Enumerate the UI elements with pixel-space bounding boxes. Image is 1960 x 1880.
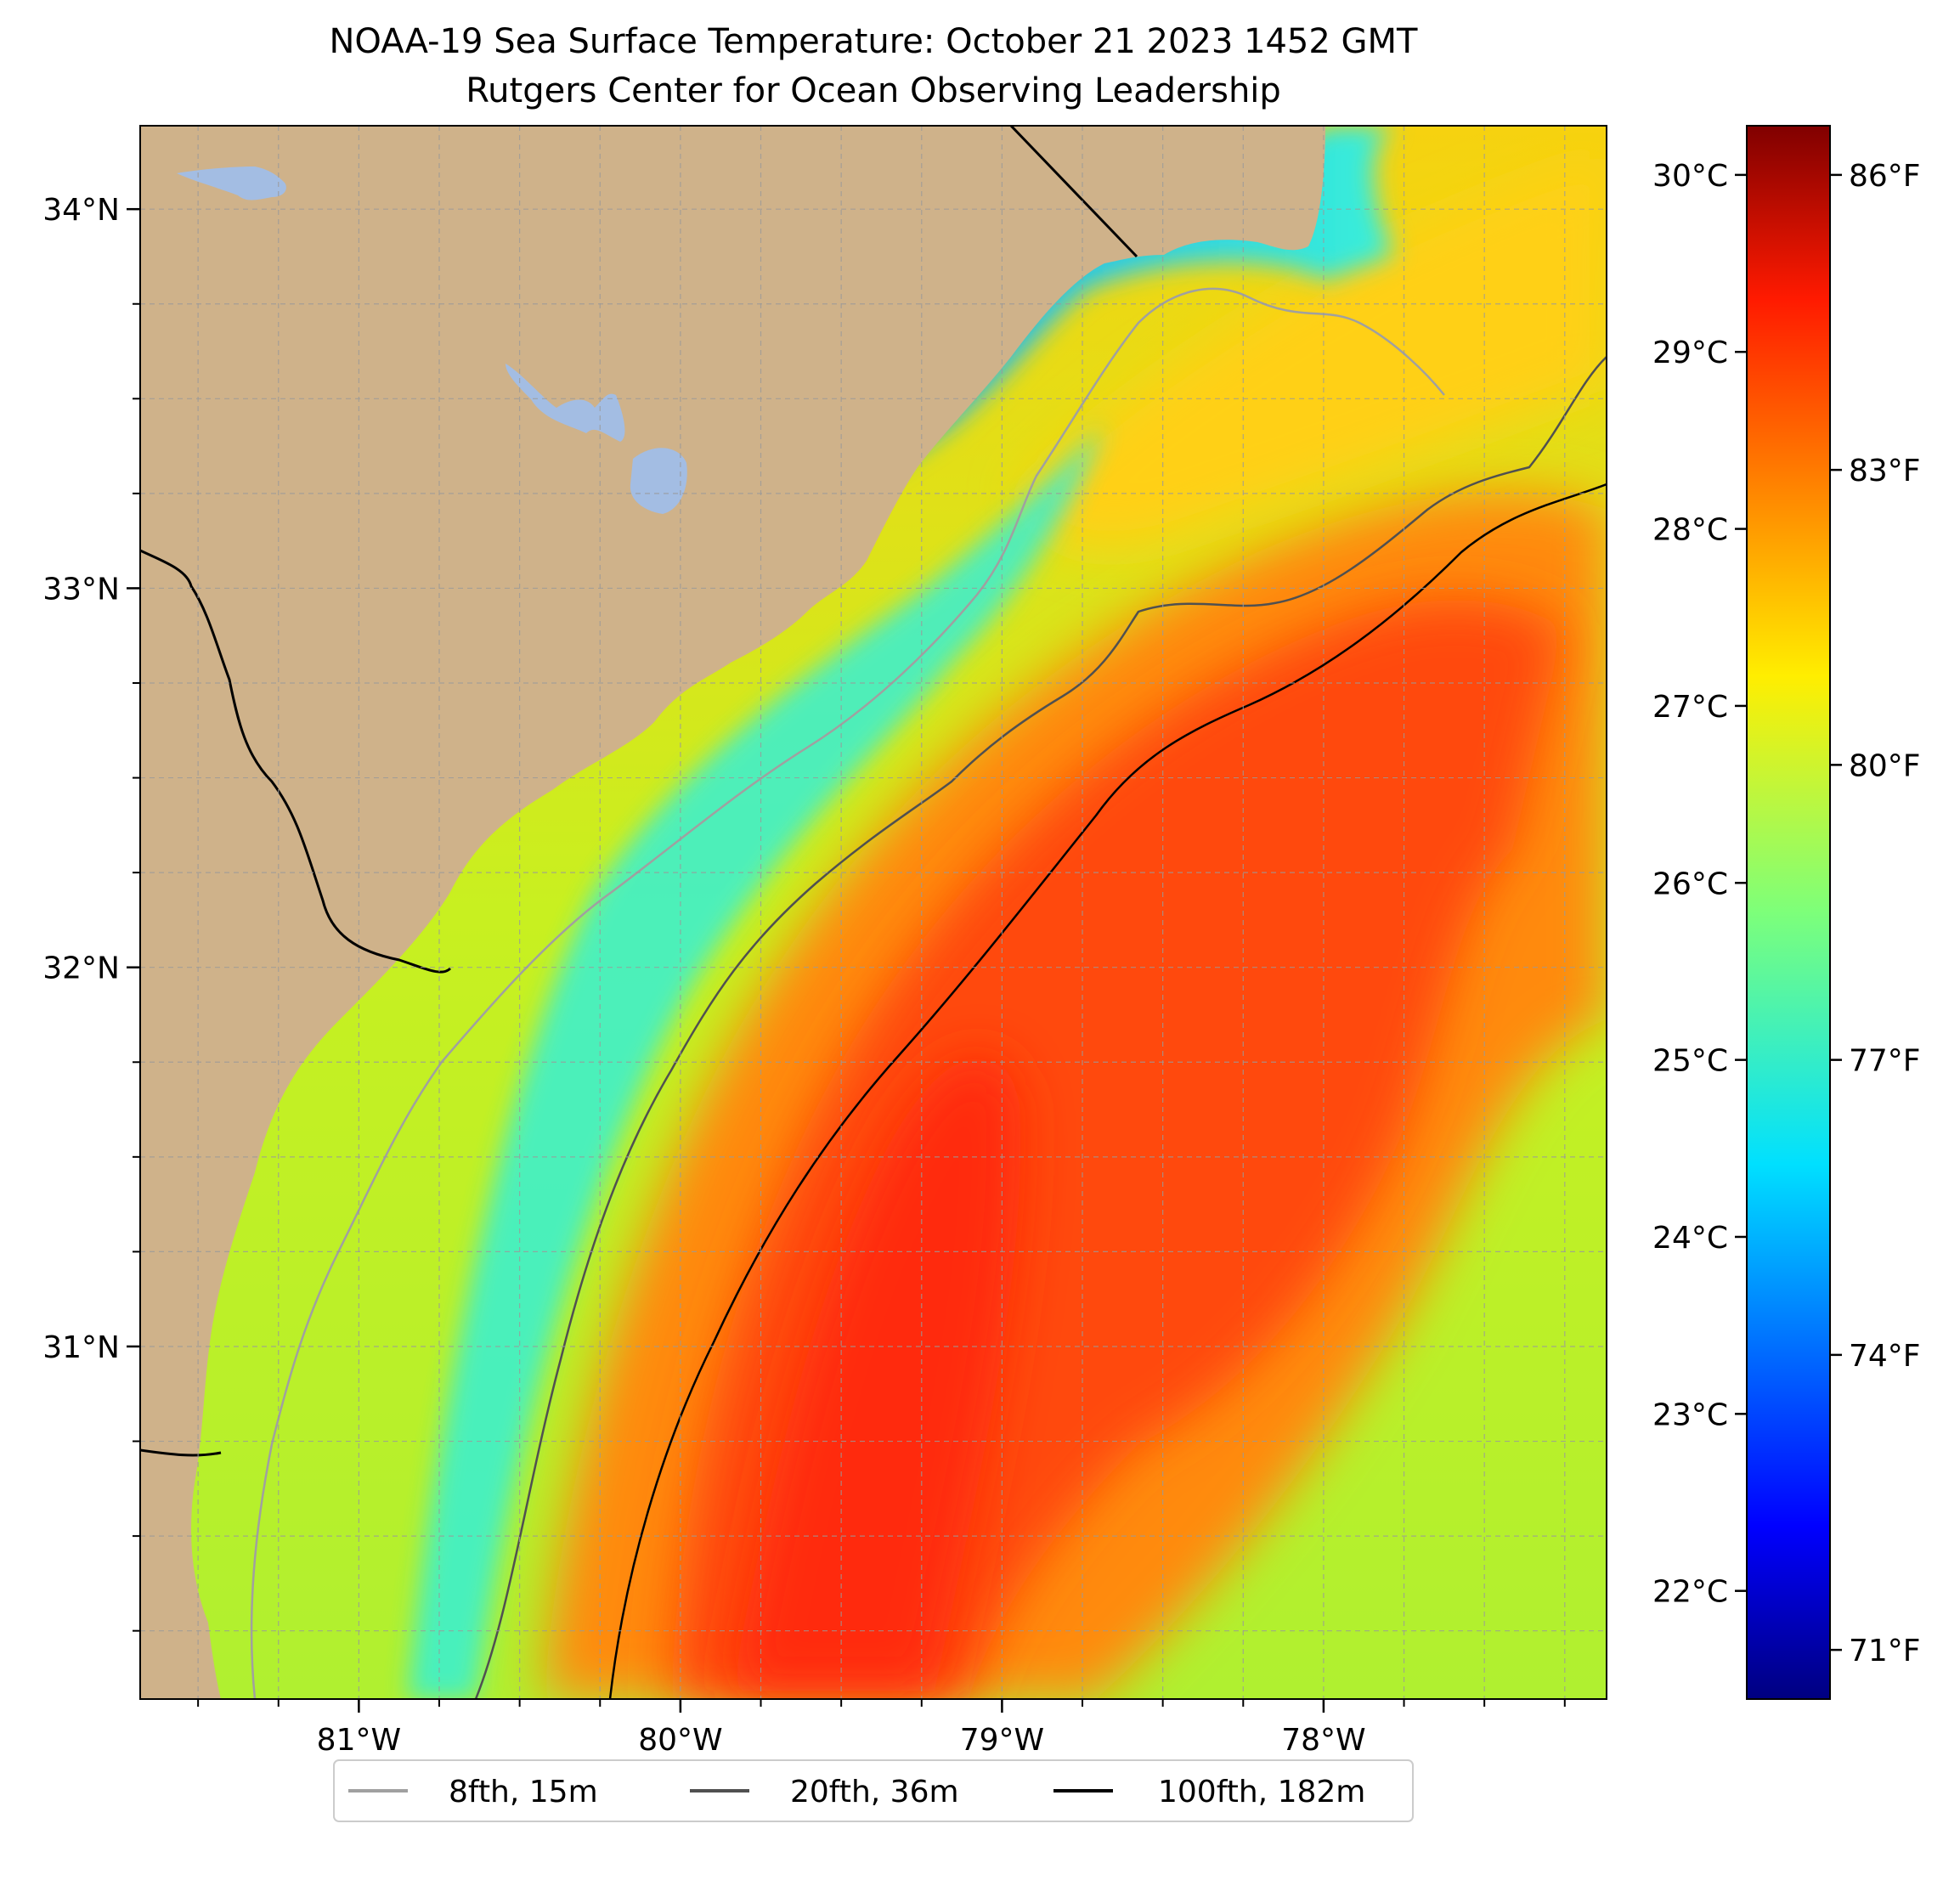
colorbar-label-f: 74°F <box>1849 1339 1921 1374</box>
colorbar-label-c: 27°C <box>1652 690 1728 725</box>
lon-tick-label: 78°W <box>1281 1723 1365 1758</box>
isobath-100fth <box>608 483 1607 1699</box>
colorbar-label-c: 22°C <box>1652 1575 1728 1610</box>
isobath-20fth <box>474 356 1607 1699</box>
colorbar <box>1746 125 1831 1700</box>
lake-marion <box>506 364 625 442</box>
legend-label-100fth: 100fth, 182m <box>1158 1775 1365 1809</box>
shelf-front-yellow <box>1020 153 1607 550</box>
lon-tick-label: 79°W <box>960 1723 1044 1758</box>
legend-label-8fth: 8fth, 15m <box>449 1775 598 1809</box>
colorbar-label-f: 83°F <box>1849 454 1921 488</box>
colorbar-label-c: 30°C <box>1652 159 1728 194</box>
map-ticks: 81°W 80°W 79°W 78°W 34°N 33°N 32°N 31°N <box>42 193 1566 1758</box>
colorbar-label-f: 80°F <box>1849 748 1921 783</box>
lon-tick-label: 81°W <box>317 1723 401 1758</box>
legend-label-20fth: 20fth, 36m <box>790 1775 959 1809</box>
legend: 8fth, 15m 20fth, 36m 100fth, 182m <box>333 1759 1414 1822</box>
lat-tick-label: 32°N <box>42 951 120 986</box>
lat-tick-label: 31°N <box>42 1330 120 1365</box>
title-line-1: NOAA-19 Sea Surface Temperature: October… <box>330 22 1419 61</box>
lake-moultrie <box>630 448 687 514</box>
colorbar-label-f: 86°F <box>1849 159 1921 194</box>
lat-tick-label: 33°N <box>42 572 120 607</box>
land-coast <box>140 126 1325 1699</box>
lon-tick-label: 80°W <box>638 1723 722 1758</box>
title-line-2: Rutgers Center for Ocean Observing Leade… <box>466 71 1281 110</box>
map-grid <box>140 126 1607 1699</box>
colorbar-ticks: 71°F 74°F 77°F 80°F 83°F 86°F 22°C 23°C 24°C 25°C… <box>1652 159 1920 1668</box>
colorbar-label-f: 71°F <box>1849 1634 1921 1668</box>
colorbar-label-f: 77°F <box>1849 1044 1921 1079</box>
isobath-8fth <box>250 287 1445 1699</box>
colorbar-label-c: 25°C <box>1652 1044 1728 1079</box>
state-border-ga-fl <box>140 1448 222 1457</box>
lat-tick-label: 34°N <box>42 193 120 228</box>
state-border-nc-sc <box>1009 126 1138 258</box>
colorbar-label-c: 26°C <box>1652 867 1728 901</box>
colorbar-label-c: 29°C <box>1652 336 1728 370</box>
map-frame <box>139 125 1607 1700</box>
gulf-stream-hot-core <box>731 1056 1021 1691</box>
legend-box <box>333 1759 1414 1822</box>
lake-small-northwest <box>177 167 286 200</box>
colorbar-label-c: 24°C <box>1652 1221 1728 1256</box>
state-border-sc-ga <box>140 549 452 974</box>
colorbar-label-c: 23°C <box>1652 1397 1728 1432</box>
sst-map <box>140 126 1607 1699</box>
colorbar-label-c: 28°C <box>1652 513 1728 548</box>
